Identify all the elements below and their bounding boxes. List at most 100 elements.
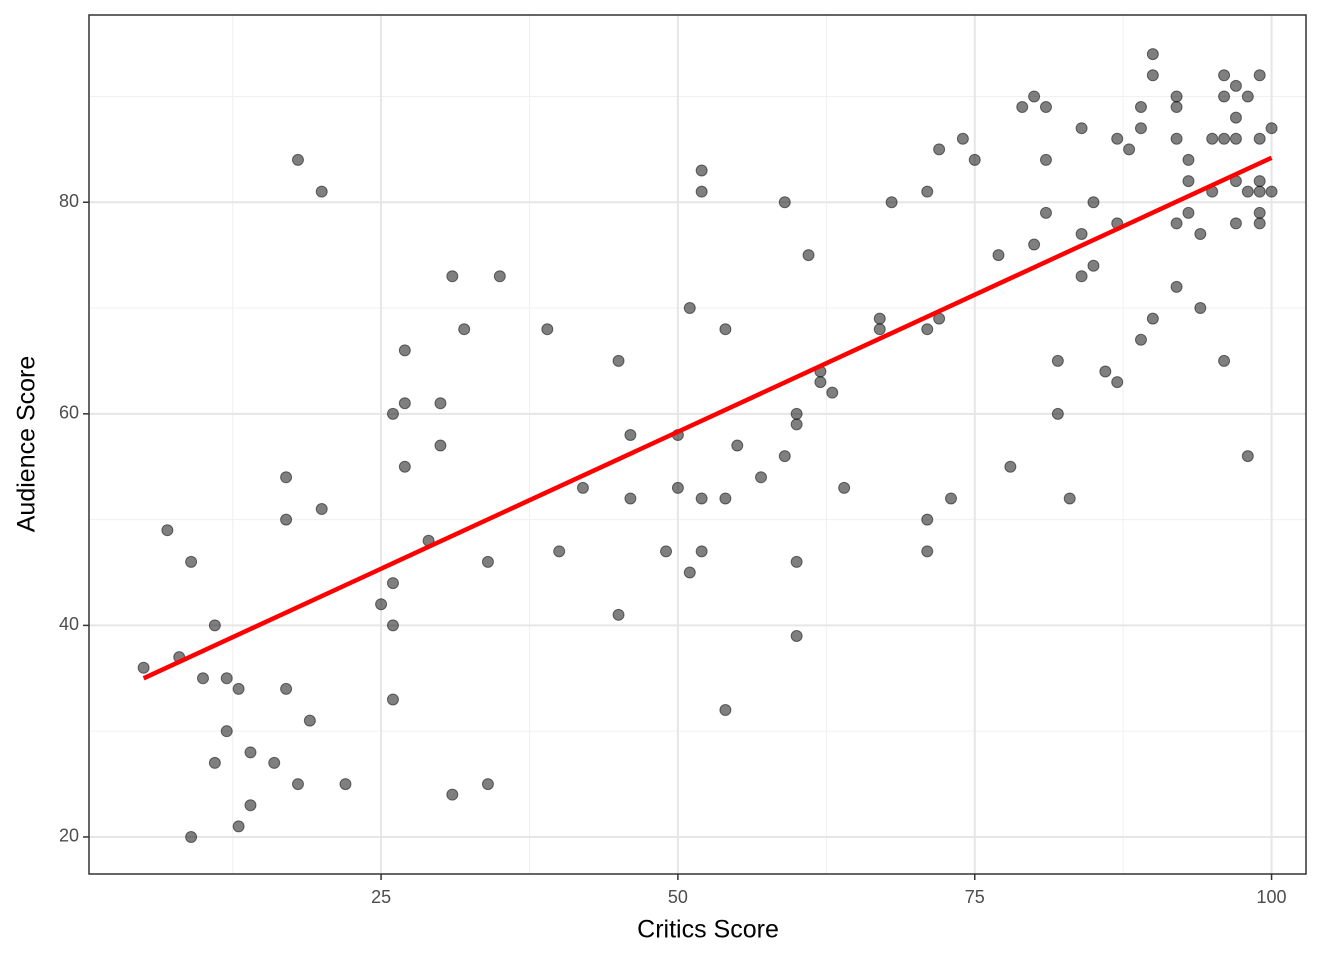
point bbox=[885, 196, 898, 209]
point bbox=[695, 185, 708, 198]
point bbox=[481, 778, 494, 791]
point bbox=[1039, 206, 1052, 219]
point bbox=[1229, 111, 1242, 124]
x-tick-label: 75 bbox=[965, 887, 985, 907]
point bbox=[1099, 365, 1112, 378]
point bbox=[1253, 175, 1266, 188]
y-tick-label: 60 bbox=[59, 403, 79, 423]
point bbox=[1253, 206, 1266, 219]
point bbox=[1229, 79, 1242, 92]
point bbox=[778, 196, 791, 209]
point bbox=[1229, 132, 1242, 145]
point bbox=[719, 704, 732, 717]
point bbox=[280, 471, 293, 484]
point bbox=[220, 725, 233, 738]
point bbox=[1253, 185, 1266, 198]
point bbox=[612, 354, 625, 367]
point bbox=[1051, 407, 1064, 420]
x-axis-title: Critics Score bbox=[637, 916, 779, 944]
point bbox=[398, 344, 411, 357]
point bbox=[1218, 354, 1231, 367]
point bbox=[873, 312, 886, 325]
point bbox=[968, 153, 981, 166]
point bbox=[1265, 122, 1278, 135]
point bbox=[315, 503, 328, 516]
point bbox=[683, 302, 696, 315]
point bbox=[1241, 450, 1254, 463]
point bbox=[291, 153, 304, 166]
y-tick-label: 40 bbox=[59, 614, 79, 634]
point bbox=[1206, 132, 1219, 145]
panel-border bbox=[88, 14, 1307, 875]
point bbox=[660, 545, 673, 558]
point bbox=[1253, 69, 1266, 82]
point bbox=[731, 439, 744, 452]
point bbox=[933, 143, 946, 156]
point bbox=[1182, 175, 1195, 188]
point bbox=[790, 629, 803, 642]
point bbox=[1241, 185, 1254, 198]
point bbox=[1028, 90, 1041, 103]
point bbox=[1170, 217, 1183, 230]
point bbox=[921, 185, 934, 198]
point bbox=[671, 481, 684, 494]
point bbox=[244, 799, 257, 812]
point bbox=[802, 249, 815, 262]
point bbox=[434, 397, 447, 410]
point bbox=[481, 555, 494, 568]
point bbox=[719, 492, 732, 505]
point bbox=[1134, 333, 1147, 346]
point bbox=[1146, 48, 1159, 61]
point bbox=[244, 746, 257, 759]
point bbox=[185, 830, 198, 843]
point bbox=[1134, 101, 1147, 114]
point bbox=[1253, 217, 1266, 230]
point bbox=[719, 323, 732, 336]
point bbox=[1123, 143, 1136, 156]
point bbox=[493, 270, 506, 283]
point bbox=[434, 439, 447, 452]
point bbox=[398, 460, 411, 473]
point bbox=[1194, 227, 1207, 240]
point bbox=[1004, 460, 1017, 473]
point bbox=[826, 386, 839, 399]
point bbox=[220, 672, 233, 685]
point bbox=[315, 185, 328, 198]
point bbox=[398, 397, 411, 410]
point bbox=[1253, 132, 1266, 145]
point bbox=[541, 323, 554, 336]
point bbox=[695, 492, 708, 505]
point bbox=[553, 545, 566, 558]
point bbox=[1146, 312, 1159, 325]
point bbox=[1111, 376, 1124, 389]
point bbox=[944, 492, 957, 505]
point bbox=[458, 323, 471, 336]
point bbox=[612, 608, 625, 621]
point bbox=[838, 481, 851, 494]
point bbox=[1182, 153, 1195, 166]
point bbox=[339, 778, 352, 791]
point bbox=[956, 132, 969, 145]
point bbox=[386, 693, 399, 706]
point bbox=[196, 672, 209, 685]
point bbox=[1039, 101, 1052, 114]
point bbox=[1182, 206, 1195, 219]
point bbox=[814, 376, 827, 389]
point bbox=[1051, 354, 1064, 367]
point bbox=[386, 407, 399, 420]
point bbox=[375, 598, 388, 611]
point bbox=[1039, 153, 1052, 166]
x-tick-label: 50 bbox=[668, 887, 688, 907]
point bbox=[232, 682, 245, 695]
point bbox=[1087, 259, 1100, 272]
x-tick-label: 25 bbox=[371, 887, 391, 907]
point bbox=[185, 555, 198, 568]
point bbox=[268, 756, 281, 769]
point bbox=[208, 756, 221, 769]
point bbox=[790, 418, 803, 431]
point bbox=[790, 555, 803, 568]
point bbox=[1170, 132, 1183, 145]
point bbox=[921, 513, 934, 526]
point bbox=[208, 619, 221, 632]
